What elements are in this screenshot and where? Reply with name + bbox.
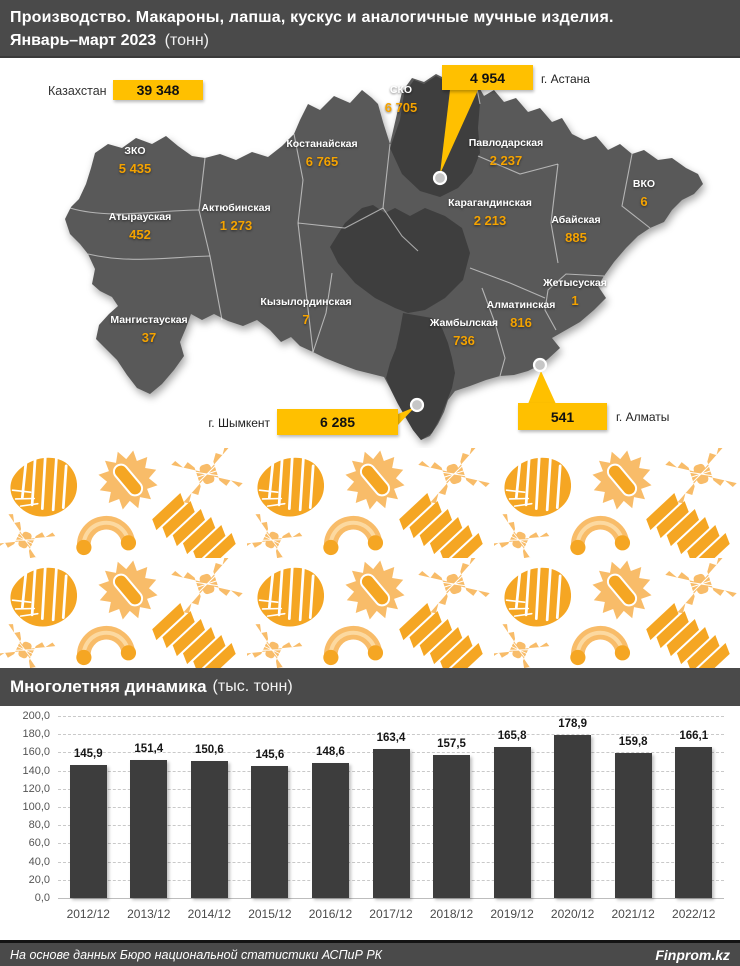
chart-title: Многолетняя динамика [10, 677, 207, 696]
turkestan-region-shape [386, 313, 455, 440]
bar-value-label: 145,6 [255, 748, 285, 761]
astana-callout: 4 954 [442, 65, 533, 90]
x-axis-tick-label: 2022/12 [672, 907, 716, 921]
bar-value-label: 148,6 [316, 745, 345, 758]
bar-value-label: 166,1 [679, 729, 709, 742]
y-axis-tick-label: 200,0 [22, 710, 50, 722]
chart-title-unit: (тыс. тонн) [212, 678, 293, 695]
bar [69, 765, 107, 898]
bar [251, 765, 289, 898]
y-axis-tick-label: 100,0 [22, 801, 50, 813]
x-axis-line [58, 898, 724, 899]
bar-value-label: 145,9 [73, 748, 103, 761]
y-axis-tick-label: 120,0 [22, 782, 50, 795]
shymkent-callout: 6 285 [277, 409, 398, 435]
page-header: Производство. Макароны, лапша, кускус и … [0, 0, 740, 58]
shymkent-dot [409, 397, 425, 413]
y-axis-tick-label: 40,0 [28, 855, 50, 868]
gridline [58, 716, 724, 717]
y-axis-tick-label: 180,0 [22, 728, 50, 741]
page-title: Производство. Макароны, лапша, кускус и … [10, 9, 614, 26]
subtitle-period: Январь–март 2023 [10, 32, 157, 49]
bar [190, 760, 228, 898]
x-axis-tick-label: 2015/12 [248, 907, 292, 921]
bar-value-label: 178,9 [558, 718, 588, 731]
pasta-pattern-svg [0, 448, 740, 668]
bar [311, 762, 349, 898]
bar [372, 749, 410, 898]
bar [614, 752, 652, 898]
ulytau-region-shape [330, 205, 470, 313]
y-axis-tick-label: 20,0 [28, 873, 50, 886]
bar-value-label: 151,4 [134, 743, 164, 756]
x-axis-tick-label: 2020/12 [550, 907, 595, 921]
y-axis-tick-label: 80,0 [28, 819, 50, 832]
bar [675, 746, 713, 898]
astana-pointer [440, 90, 478, 174]
pasta-pattern-band [0, 448, 740, 668]
kazakhstan-map [65, 74, 703, 440]
bar [130, 760, 168, 898]
bar [433, 754, 471, 898]
page-subtitle: Январь–март 2023 (тонн) [10, 29, 728, 53]
country-total-label: Казахстан [48, 84, 107, 98]
bar-value-label: 157,5 [437, 737, 466, 750]
y-axis-tick-label: 0,0 [34, 892, 50, 904]
x-axis-tick-label: 2018/12 [429, 907, 474, 921]
subtitle-unit: (тонн) [164, 32, 209, 49]
brand-logo: Finprom.kz [655, 946, 730, 963]
chart-header: Многолетняя динамика (тыс. тонн) [0, 668, 740, 706]
almaty-city-label: г. Алматы [616, 410, 670, 424]
y-axis-tick-label: 60,0 [28, 837, 50, 850]
x-axis-tick-label: 2014/12 [187, 907, 232, 921]
bar [554, 735, 592, 898]
gridline [58, 734, 724, 736]
bar-chart: 0,0 20,0 40,0 60,0 80,0 100,0 120,0 140,0 160,0 1… [0, 706, 740, 940]
region-borders [69, 83, 651, 377]
x-axis-tick-label: 2017/12 [369, 907, 413, 921]
source-note: На основе данных Бюро национальной стати… [10, 947, 383, 962]
x-axis-tick-label: 2016/12 [308, 907, 353, 921]
bar-value-label: 150,6 [194, 743, 224, 756]
x-axis-tick-label: 2012/12 [66, 907, 110, 921]
country-total-box: 39 348 [113, 80, 203, 100]
y-axis-tick-label: 160,0 [22, 746, 50, 759]
bar [493, 747, 531, 898]
almaty-dot [532, 357, 548, 373]
bar-value-label: 159,8 [618, 735, 648, 748]
astana-dot [432, 170, 448, 186]
x-axis-tick-label: 2013/12 [127, 907, 171, 921]
almaty-callout: 541 [518, 403, 607, 430]
shymkent-pointer [398, 407, 415, 425]
page-footer: На основе данных Бюро национальной стати… [0, 940, 740, 966]
x-axis-tick-label: 2019/12 [490, 907, 534, 921]
bar-value-label: 163,4 [376, 732, 406, 745]
bar-value-label: 165,8 [497, 730, 527, 743]
kazakhstan-map-section: Казахстан 39 348 ЗКО 5 435 Атырауская 452 … [0, 58, 740, 448]
astana-city-label: г. Астана [541, 72, 590, 86]
almaty-pointer [528, 371, 556, 404]
y-axis-tick-label: 140,0 [22, 764, 50, 777]
x-axis-tick-label: 2021/12 [611, 907, 655, 921]
shymkent-city-label: г. Шымкент [208, 416, 270, 430]
